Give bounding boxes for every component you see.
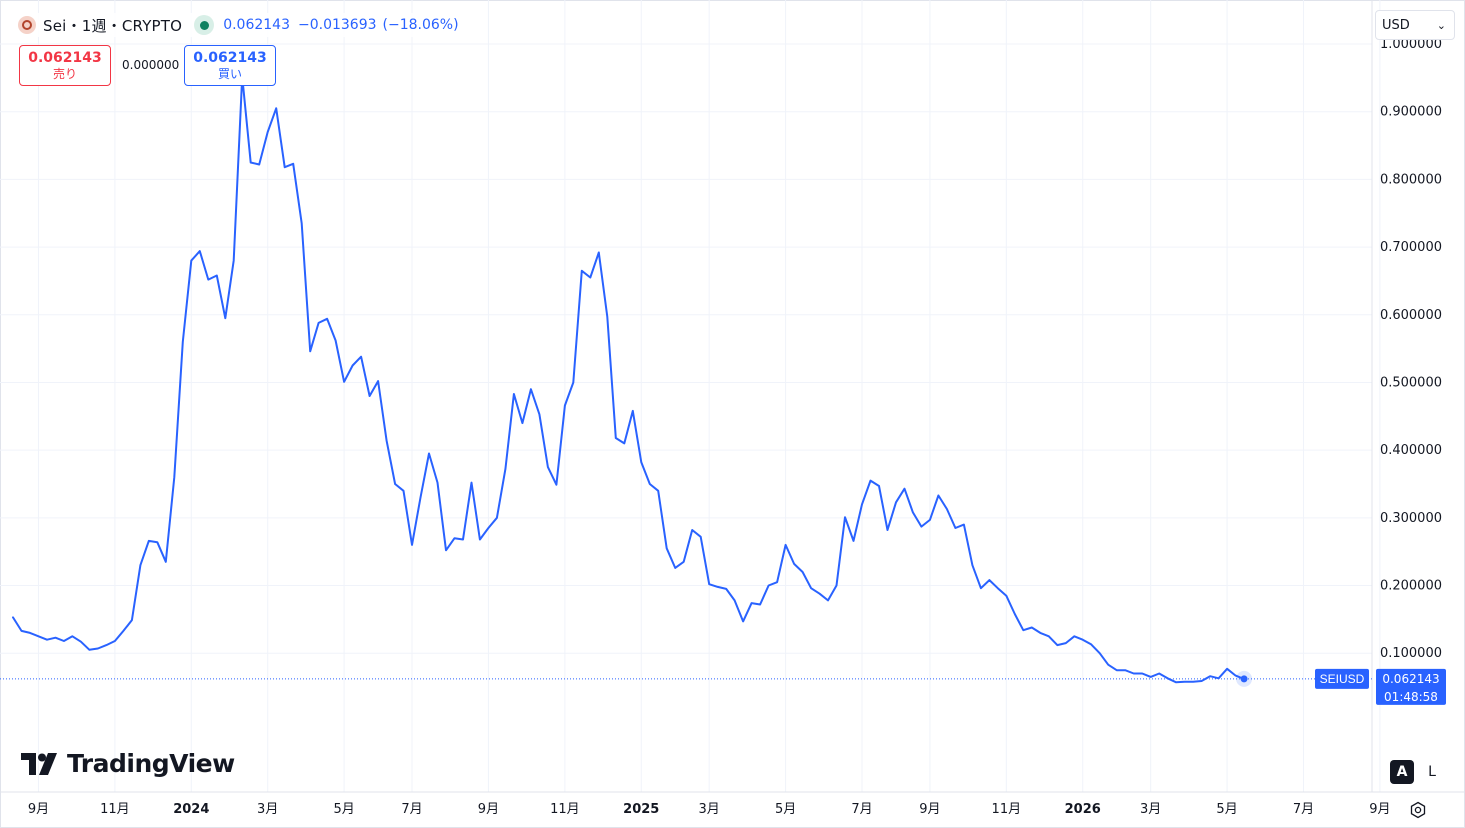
time-axis-label: 5月 (775, 802, 796, 817)
last-price-tag-value: 0.062143 (1382, 672, 1439, 686)
time-axis-label: 2025 (623, 802, 659, 817)
time-axis-label: 9月 (28, 802, 49, 817)
time-axis-label: 3月 (257, 802, 278, 817)
tradingview-logo[interactable]: TradingView (21, 749, 235, 778)
buy-label: 買い (217, 67, 242, 81)
currency-value: USD (1382, 17, 1410, 33)
legend-last-price: 0.062143 (223, 17, 290, 33)
time-axis-label: 5月 (333, 802, 354, 817)
price-axis-labels: 1.000000 0.900000 0.800000 0.700000 0.600000… (1380, 37, 1442, 661)
buy-button[interactable]: 0.062143 買い (184, 45, 276, 86)
horizontal-grid (0, 43, 1372, 654)
price-axis-label: 0.500000 (1380, 375, 1442, 390)
buy-price: 0.062143 (193, 50, 267, 66)
symbol-tag: SEIUSD (1315, 668, 1369, 689)
time-axis-label: 9月 (919, 802, 940, 817)
time-axis-label: 7月 (851, 802, 872, 817)
price-axis-label: 0.400000 (1380, 443, 1442, 458)
last-price-tag: 0.062143 01:48:58 (1376, 668, 1446, 705)
price-axis-label: 0.100000 (1380, 646, 1442, 661)
symbol-title[interactable]: Sei・1週・CRYPTO (43, 16, 183, 35)
vertical-grid (37, 0, 1381, 792)
time-axis-label: 3月 (699, 802, 720, 817)
price-axis-label: 0.900000 (1380, 105, 1442, 120)
price-axis-label: 0.600000 (1380, 308, 1442, 323)
gear-icon (1410, 801, 1426, 819)
tradingview-wordmark: TradingView (67, 749, 235, 778)
symbol-legend: Sei・1週・CRYPTO 0.062143 −0.013693 (−18.06… (18, 13, 459, 37)
time-axis-label: 7月 (1293, 802, 1314, 817)
tradingview-logo-icon (21, 752, 57, 775)
time-axis-label: 11月 (992, 802, 1022, 817)
price-axis-label: 0.700000 (1380, 240, 1442, 255)
time-axis-label: 3月 (1140, 802, 1161, 817)
log-scale-button[interactable]: L (1420, 760, 1444, 784)
auto-scale-button[interactable]: A (1390, 760, 1414, 784)
time-axis-labels: 9月 11月 2024 3月 5月 7月 9月 11月 2025 3月 5月 7月 9月 11月 2026 3… (28, 802, 1391, 817)
price-points (13, 76, 1244, 682)
chevron-down-icon: ⌄ (1436, 18, 1446, 32)
market-status-icon[interactable] (194, 15, 215, 35)
price-line (12, 75, 1245, 684)
price-axis-label: 0.800000 (1380, 172, 1442, 187)
sei-logo-icon (18, 16, 36, 34)
sell-price: 0.062143 (28, 50, 102, 66)
price-axis-label: 0.200000 (1380, 579, 1442, 594)
legend-change: −0.013693 (298, 17, 377, 33)
sell-button[interactable]: 0.062143 売り (19, 45, 111, 86)
last-price-dot (1240, 675, 1248, 683)
time-axis-label: 9月 (478, 802, 499, 817)
currency-select[interactable]: USD ⌄ (1375, 10, 1455, 40)
time-axis-label: 2024 (173, 802, 209, 817)
sell-label: 売り (52, 67, 77, 81)
time-axis-label: 9月 (1369, 802, 1390, 817)
time-axis-label: 2026 (1065, 802, 1101, 817)
price-axis-label: 1.000000 (1380, 37, 1442, 52)
price-axis-label: 0.300000 (1380, 511, 1442, 526)
bar-countdown: 01:48:58 (1384, 690, 1438, 704)
symbol-tag-label: SEIUSD (1320, 672, 1365, 686)
spread-value: 0.000000 (122, 58, 180, 72)
legend-change-percent: (−18.06%) (382, 17, 459, 33)
time-axis-label: 7月 (401, 802, 422, 817)
time-axis-label: 11月 (100, 802, 130, 817)
time-axis-label: 11月 (550, 802, 580, 817)
chart-settings-button[interactable] (1406, 798, 1430, 822)
time-axis-label: 5月 (1216, 802, 1237, 817)
